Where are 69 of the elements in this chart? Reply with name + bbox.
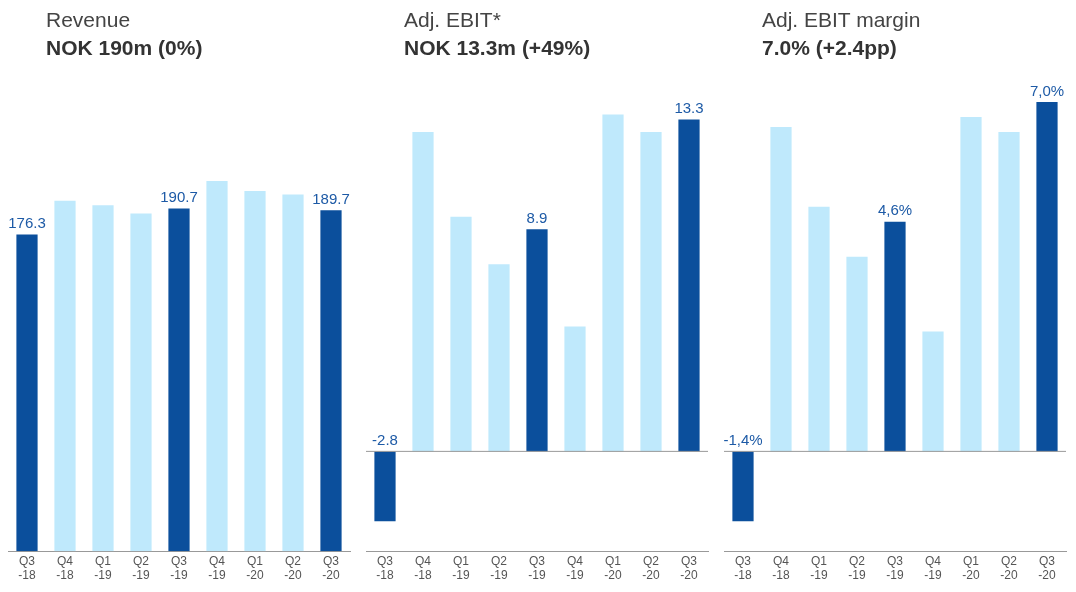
bar (846, 256, 868, 452)
data-label: -2.8 (372, 431, 398, 449)
bar (678, 119, 700, 452)
bar (998, 131, 1020, 452)
data-label: 176.3 (8, 214, 46, 232)
x-tick-label: Q4 -19 (566, 553, 584, 583)
x-tick-label: Q3 -20 (322, 553, 340, 583)
bar (282, 194, 304, 552)
bar (922, 331, 944, 452)
chart-subtitle: NOK 13.3m (+49%) (404, 36, 591, 60)
x-tick-label: Q3 -19 (170, 553, 188, 583)
data-label: 7,0% (1029, 81, 1065, 99)
x-tick-label: Q3 -20 (1038, 553, 1056, 583)
bar (1036, 102, 1058, 452)
x-tick-label: Q4 -18 (772, 553, 790, 583)
bar (450, 216, 472, 452)
x-tick-label: Q3 -20 (680, 553, 698, 583)
x-tick-label: Q2 -20 (642, 553, 660, 583)
x-tick-label: Q4 -19 (208, 553, 226, 583)
x-tick-label: Q2 -19 (490, 553, 508, 583)
chart-subtitle: NOK 190m (0%) (46, 36, 203, 60)
x-tick-label: Q4 -19 (924, 553, 942, 583)
bar (602, 114, 624, 452)
bar (732, 451, 754, 522)
data-label: 189.7 (312, 189, 350, 207)
x-tick-label: Q3 -18 (734, 553, 752, 583)
bar (54, 200, 76, 552)
data-label: 190.7 (160, 188, 198, 206)
x-tick-label: Q1 -19 (94, 553, 112, 583)
x-tick-label: Q3 -19 (886, 553, 904, 583)
x-tick-label: Q2 -20 (284, 553, 302, 583)
data-label: -1,4% (723, 431, 763, 449)
bar (130, 213, 152, 552)
x-tick-label: Q3 -19 (528, 553, 546, 583)
x-tick-label: Q1 -20 (604, 553, 622, 583)
bar (320, 210, 342, 552)
data-label: 13.3 (674, 99, 704, 117)
bar (412, 131, 434, 452)
data-label: 4,6% (877, 201, 913, 219)
data-label: 8.9 (526, 208, 548, 226)
x-tick-label: Q4 -18 (56, 553, 74, 583)
x-tick-label: Q1 -19 (452, 553, 470, 583)
x-tick-label: Q3 -18 (376, 553, 394, 583)
bar (770, 126, 792, 452)
chart-subtitle: 7.0% (+2.4pp) (762, 36, 897, 60)
bar (244, 190, 266, 552)
bar (884, 221, 906, 452)
bar (168, 208, 190, 552)
x-tick-label: Q1 -19 (810, 553, 828, 583)
bar (488, 264, 510, 452)
x-tick-label: Q1 -20 (962, 553, 980, 583)
bar (92, 205, 114, 552)
x-tick-label: Q2 -19 (848, 553, 866, 583)
x-tick-label: Q4 -18 (414, 553, 432, 583)
bar (526, 229, 548, 452)
chart-title: Adj. EBIT* (404, 8, 501, 32)
bar (960, 116, 982, 452)
x-tick-label: Q1 -20 (246, 553, 264, 583)
bar (640, 131, 662, 452)
bar (16, 234, 38, 552)
bar (808, 206, 830, 452)
x-tick-label: Q3 -18 (18, 553, 36, 583)
x-tick-label: Q2 -19 (132, 553, 150, 583)
chart-title: Adj. EBIT margin (762, 8, 921, 32)
bar (564, 326, 586, 452)
bar (206, 181, 228, 552)
x-tick-label: Q2 -20 (1000, 553, 1018, 583)
chart-title: Revenue (46, 8, 131, 32)
bar (374, 451, 396, 522)
